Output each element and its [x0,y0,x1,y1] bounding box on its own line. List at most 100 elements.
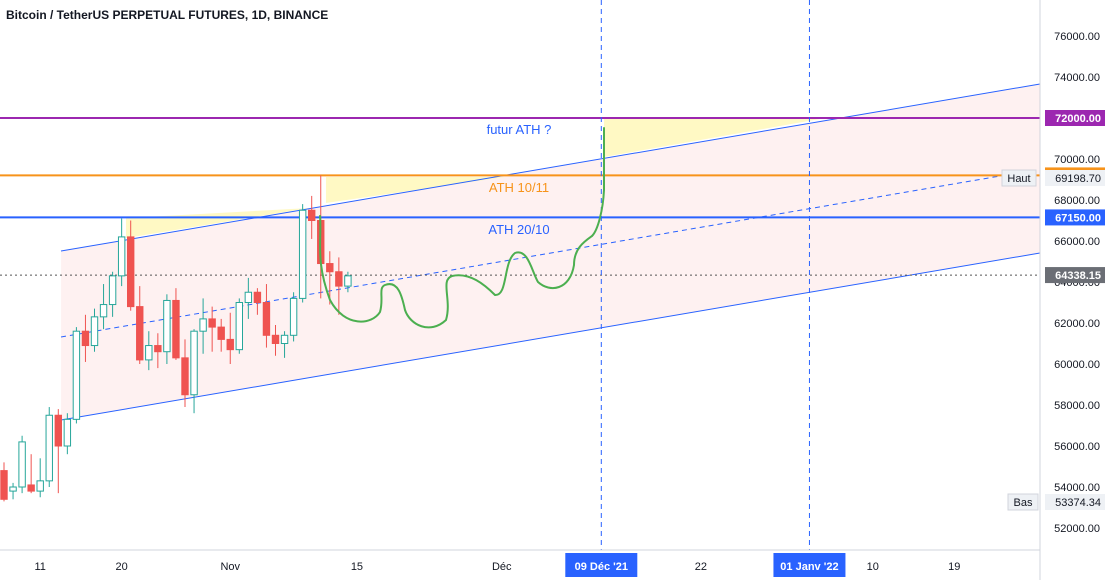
x-tick-label: 15 [351,561,363,573]
candle[interactable] [199,298,207,354]
candle[interactable] [90,308,99,352]
candle-body [326,263,334,273]
x-tick-label: 22 [695,561,707,573]
channel-lower-line [60,252,1041,421]
candle[interactable] [72,327,81,424]
candle[interactable] [235,298,244,354]
candle[interactable] [117,218,126,287]
annotation-layer: futur ATH ? ATH 10/11 ATH 20/10 [487,122,552,237]
y-tick-label: 56000.00 [1054,441,1100,453]
candle[interactable] [163,294,171,364]
level-layer [0,0,1040,550]
low-tag [1007,493,1039,511]
candle[interactable] [271,325,280,356]
candle[interactable] [9,482,17,500]
level-badge-label-2: 67150.00 [1055,212,1101,224]
candle[interactable] [145,331,153,371]
annotation-label-1: ATH 10/11 [489,180,549,195]
candle-body [226,338,234,351]
candle-body [172,299,180,359]
projection-path [319,127,605,329]
y-tick-label: 60000.00 [1054,359,1100,371]
projection-layer [319,127,605,329]
candle[interactable] [298,204,307,303]
high-tag-label: Haut [1007,173,1030,185]
candle[interactable] [154,333,162,369]
candle[interactable] [226,312,234,364]
candle[interactable] [136,286,144,364]
candle[interactable] [54,409,62,494]
candle-body [81,330,90,347]
candle[interactable] [262,284,271,348]
candle-body [117,236,126,277]
channel-fill [61,84,1040,420]
current-price-label: 64338.15 [1055,270,1101,282]
annotation-label-2: ATH 20/10 [488,222,549,237]
candle-body [217,326,225,340]
candle[interactable] [172,288,180,360]
y-tick-label: 76000.00 [1054,31,1100,43]
candle[interactable] [217,318,225,352]
candle[interactable] [45,407,53,487]
date-marker-badge-1 [773,553,846,577]
candle-body [289,297,298,336]
y-tick-label: 68000.00 [1054,195,1100,207]
candle[interactable] [280,331,289,358]
candle-body [108,275,117,306]
candle-body [244,291,253,303]
candle-body [271,334,280,344]
channel-layer [60,83,1041,421]
candle[interactable] [127,220,135,311]
chart-title: Bitcoin / TetherUS PERPETUAL FUTURES, 1D… [6,8,329,22]
candle[interactable] [108,271,117,317]
date-marker-badge-0 [565,553,638,577]
low-value-label: 53374.34 [1055,497,1101,509]
candle-body [18,441,26,488]
candle-body [235,302,244,351]
candle[interactable] [335,257,343,315]
candle-body [72,330,81,420]
candle-body [154,345,162,353]
candle-body [253,291,262,303]
candle-body [190,330,198,396]
y-tick-label: 54000.00 [1054,482,1100,494]
candle[interactable] [0,462,8,502]
level-badge-2 [1045,209,1105,226]
date-marker-label-1: 01 Janv '22 [780,561,838,573]
low-value-bg [1045,494,1105,510]
level-badge-0 [1045,110,1105,126]
price-axis-bg [1040,0,1110,580]
candle-body [280,334,289,344]
candle-body [90,316,99,347]
candle[interactable] [208,306,216,352]
candle[interactable] [181,339,189,408]
candle[interactable] [244,277,253,319]
candle[interactable] [36,458,44,498]
candle-body [199,318,207,332]
candle[interactable] [18,435,26,494]
candle[interactable] [81,314,90,362]
candle-body [335,271,343,287]
y-tick-label: 74000.00 [1054,72,1100,84]
candle-body [208,318,216,328]
y-tick-label: 62000.00 [1054,318,1100,330]
candle[interactable] [99,284,108,330]
candle-body [45,414,53,482]
candle[interactable] [190,329,198,414]
candle-body [136,306,144,361]
candle[interactable] [253,288,262,315]
candle[interactable] [27,454,35,494]
candle-body [0,470,8,500]
candle[interactable] [63,413,72,455]
current-price-badge [1045,267,1105,284]
high-value-bg [1045,170,1105,186]
candle[interactable] [344,271,352,293]
candle[interactable] [308,195,316,239]
candle[interactable] [326,251,334,305]
highlight-ath-2010 [126,208,310,238]
x-tick-label: 11 [34,561,45,573]
high-value-label: 69198.70 [1055,173,1101,185]
candle[interactable] [289,292,298,342]
candle-body [63,418,72,447]
